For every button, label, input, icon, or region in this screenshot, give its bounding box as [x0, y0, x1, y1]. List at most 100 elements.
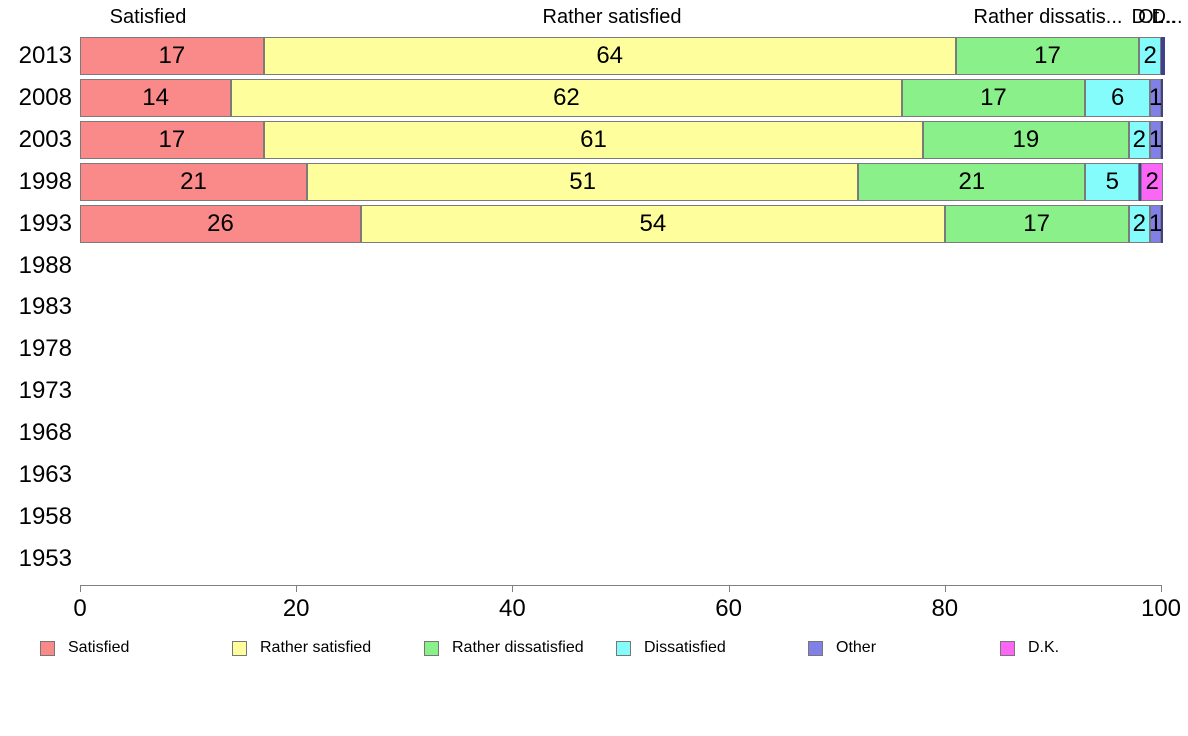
segment-value-label: 1: [1148, 209, 1163, 237]
segment-value-label: 17: [158, 42, 186, 69]
bar-segment-zero: [1139, 162, 1142, 201]
bar-segment: 17: [80, 120, 264, 159]
year-label: 2003: [18, 125, 72, 153]
segment-value-label: 21: [180, 167, 207, 195]
legend-swatch-icon: [424, 640, 439, 656]
legend-item[interactable]: Other: [808, 639, 876, 657]
legend-swatch-icon: [1000, 640, 1015, 656]
bar-segment: 26: [80, 204, 362, 243]
bar-segment: 2: [1139, 37, 1161, 75]
segment-value-label: 5: [1105, 167, 1119, 195]
bar-segment: 51: [307, 162, 859, 201]
year-label: 1978: [18, 335, 72, 363]
x-axis-tick-label: 40: [499, 595, 526, 622]
legend-swatch-icon: [232, 640, 247, 656]
x-axis-tick-label: 100: [1140, 595, 1182, 622]
x-axis-tick: [728, 585, 730, 592]
bar-segment: 14: [80, 78, 232, 117]
bar-row: 21 51 21 5 2: [80, 162, 1163, 201]
bar-segment-zero: [1162, 37, 1165, 75]
bar-segment: 54: [361, 204, 945, 243]
segment-value-label: 2: [1132, 209, 1147, 237]
bar-segment: 62: [231, 78, 902, 117]
segment-value-label: 2: [1145, 167, 1159, 195]
segment-value-label: 6: [1111, 83, 1125, 111]
segment-value-label: 51: [569, 167, 596, 195]
bar-segment: 6: [1085, 78, 1151, 117]
year-label: 1958: [18, 502, 72, 530]
x-axis-tick: [944, 585, 946, 592]
x-axis-line: [80, 585, 1161, 586]
bar-row: 26 54 17 2 1: [80, 204, 1163, 243]
year-label: 1988: [18, 251, 72, 279]
year-label: 2013: [18, 42, 72, 69]
bar-segment-zero: [1160, 78, 1163, 117]
year-label: 1983: [18, 293, 72, 321]
column-header: Satisfied: [109, 6, 187, 28]
legend-swatch-icon: [808, 640, 823, 656]
legend-swatch-icon: [40, 640, 55, 656]
bar-segment: 17: [901, 78, 1086, 117]
column-header: Ot...: [1138, 6, 1176, 28]
bar-segment: 1: [1148, 204, 1163, 243]
segment-value-label: 17: [1034, 42, 1061, 69]
bar-segment-zero: [1160, 204, 1163, 243]
legend-item[interactable]: Rather dissatisfied: [424, 639, 584, 657]
bar-segment: 61: [263, 120, 924, 159]
bar-row: 17 61 19 2 1: [80, 120, 1163, 159]
x-axis-tick: [296, 585, 298, 592]
column-header: Rather dissatis...: [973, 6, 1123, 28]
x-axis-tick-label: 0: [73, 595, 87, 622]
x-axis-tick-label: 60: [715, 595, 742, 622]
x-axis-tick: [1161, 585, 1162, 592]
bar-segment: 17: [944, 204, 1129, 243]
legend-label: D.K.: [1028, 639, 1060, 656]
legend-swatch-icon: [616, 640, 631, 656]
segment-value-label: 26: [207, 209, 234, 237]
bar-row: 14 62 17 6 1: [80, 78, 1163, 117]
segment-value-label: 2: [1143, 42, 1157, 69]
bar-segment: 1: [1148, 78, 1163, 117]
year-label: 1993: [18, 209, 72, 237]
segment-value-label: 17: [1023, 209, 1051, 237]
x-axis-tick-label: 20: [282, 595, 310, 622]
segment-value-label: 61: [580, 125, 607, 153]
x-axis-tick: [512, 585, 514, 592]
bar-segment: 21: [858, 162, 1086, 201]
legend-item[interactable]: Dissatisfied: [616, 639, 726, 657]
bar-segment: 19: [923, 120, 1129, 159]
legend-item[interactable]: Satisfied: [40, 639, 129, 657]
column-header: D...: [1131, 6, 1163, 28]
x-axis-tick: [80, 585, 81, 592]
year-label: 1953: [18, 544, 72, 572]
column-header: D...: [1151, 6, 1183, 28]
year-label: 1973: [18, 377, 72, 405]
segment-value-label: 14: [142, 83, 170, 111]
legend-label: Rather satisfied: [260, 639, 372, 656]
segment-value-label: 2: [1132, 125, 1147, 153]
bar-segment: 5: [1085, 162, 1140, 201]
x-axis-tick-label: 80: [931, 595, 959, 622]
year-label: 1963: [18, 461, 72, 488]
bar-row: 17 64 17 2: [80, 37, 1165, 75]
year-label: 1998: [18, 167, 72, 195]
segment-value-label: 54: [639, 209, 667, 237]
segment-value-label: 1: [1148, 83, 1163, 111]
bar-segment: 21: [80, 162, 307, 201]
segment-value-label: 17: [980, 83, 1007, 111]
legend-label: Rather dissatisfied: [452, 639, 584, 656]
legend-label: Dissatisfied: [644, 639, 726, 656]
legend-item[interactable]: Rather satisfied: [232, 639, 371, 657]
year-label: 1968: [18, 419, 72, 447]
legend-item[interactable]: D.K.: [1000, 639, 1059, 657]
bar-segment-zero: [1160, 120, 1163, 159]
bar-segment: 2: [1128, 204, 1151, 243]
bar-segment: 64: [263, 37, 956, 75]
segment-value-label: 64: [596, 42, 624, 69]
legend-label: Other: [836, 639, 877, 656]
segment-value-label: 17: [158, 125, 186, 153]
bar-segment: 1: [1149, 120, 1162, 159]
segment-value-label: 19: [1012, 125, 1040, 153]
segment-value-label: 62: [553, 83, 580, 111]
